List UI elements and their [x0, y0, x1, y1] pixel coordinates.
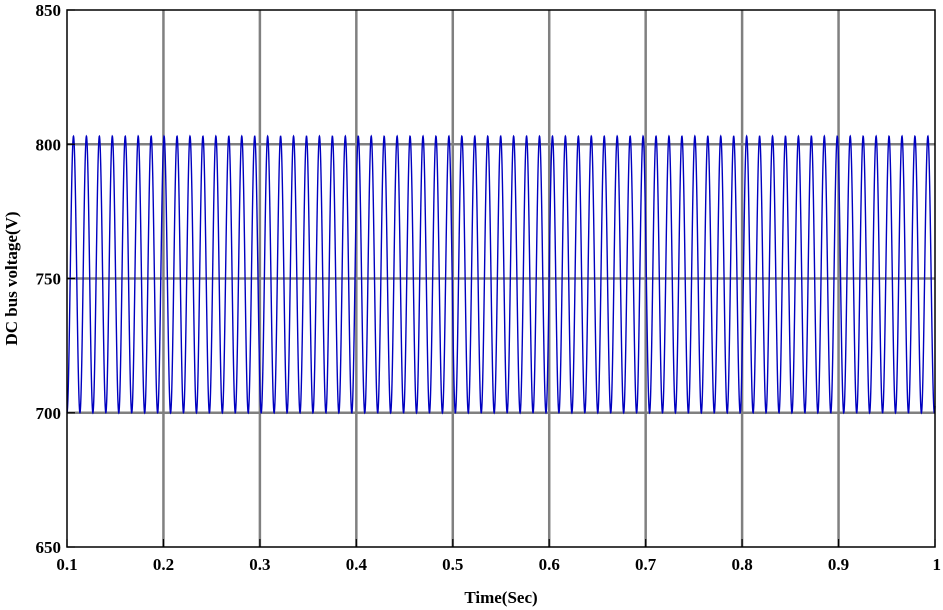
x-tick-label: 1	[933, 555, 942, 574]
x-axis-ticks: 0.1 0.2 0.3 0.4 0.5 0.6 0.7 0.8 0.9 1	[56, 539, 941, 574]
x-tick-label: 0.9	[828, 555, 849, 574]
x-tick-label: 0.2	[153, 555, 174, 574]
voltage-series-line	[66, 134, 936, 415]
y-tick-label: 750	[36, 270, 62, 289]
y-tick-label: 850	[36, 1, 62, 20]
y-tick-label: 650	[36, 538, 62, 557]
x-tick-label: 0.7	[635, 555, 657, 574]
y-tick-label: 700	[36, 404, 62, 423]
x-tick-label: 0.3	[249, 555, 270, 574]
y-axis-ticks: 650 700 750 800 850	[36, 1, 75, 557]
x-axis-label: Time(Sec)	[464, 588, 537, 607]
x-tick-label: 0.1	[56, 555, 77, 574]
y-tick-label: 800	[36, 135, 62, 154]
x-tick-label: 0.5	[442, 555, 463, 574]
x-tick-label: 0.4	[346, 555, 368, 574]
x-tick-label: 0.6	[539, 555, 560, 574]
y-axis-label: DC bus voltage(V)	[2, 211, 21, 345]
x-tick-label: 0.8	[731, 555, 752, 574]
